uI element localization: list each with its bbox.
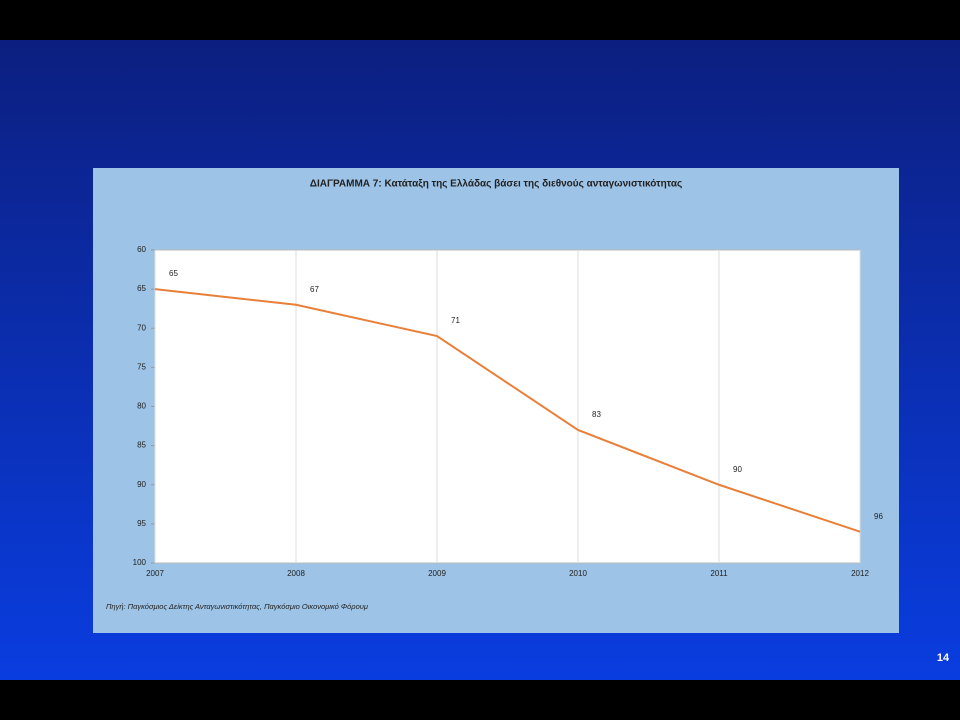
data-label: 90 <box>733 465 742 474</box>
x-tick-label: 2010 <box>569 569 587 578</box>
data-label: 65 <box>169 269 178 278</box>
y-tick-label: 75 <box>137 362 146 371</box>
data-line <box>154 288 861 533</box>
y-tick-label: 65 <box>137 284 146 293</box>
x-tick-label: 2009 <box>428 569 446 578</box>
x-tick-label: 2007 <box>146 569 164 578</box>
y-tick-label: 80 <box>137 402 146 411</box>
x-tick-label: 2008 <box>287 569 305 578</box>
y-tick-label: 100 <box>133 558 147 567</box>
x-tick-label: 2011 <box>710 569 728 578</box>
y-tick-label: 70 <box>137 323 146 332</box>
source-note: Πηγή: Παγκόσμιος Δείκτης Ανταγωνιστικότη… <box>106 602 368 611</box>
y-tick-label: 95 <box>137 519 146 528</box>
chart-title: ΔΙΑΓΡΑΜΜΑ 7: Κατάταξη της Ελλάδας βάσει … <box>310 179 682 190</box>
data-label: 96 <box>874 512 883 521</box>
x-tick-label: 2012 <box>851 569 869 578</box>
data-label: 67 <box>310 285 319 294</box>
y-tick-label: 60 <box>137 245 146 254</box>
plot-area <box>154 249 861 564</box>
data-label: 83 <box>592 410 601 419</box>
data-label: 71 <box>451 316 460 325</box>
page-number: 14 <box>937 652 950 664</box>
y-tick-label: 85 <box>137 441 146 450</box>
y-tick-label: 90 <box>137 480 146 489</box>
